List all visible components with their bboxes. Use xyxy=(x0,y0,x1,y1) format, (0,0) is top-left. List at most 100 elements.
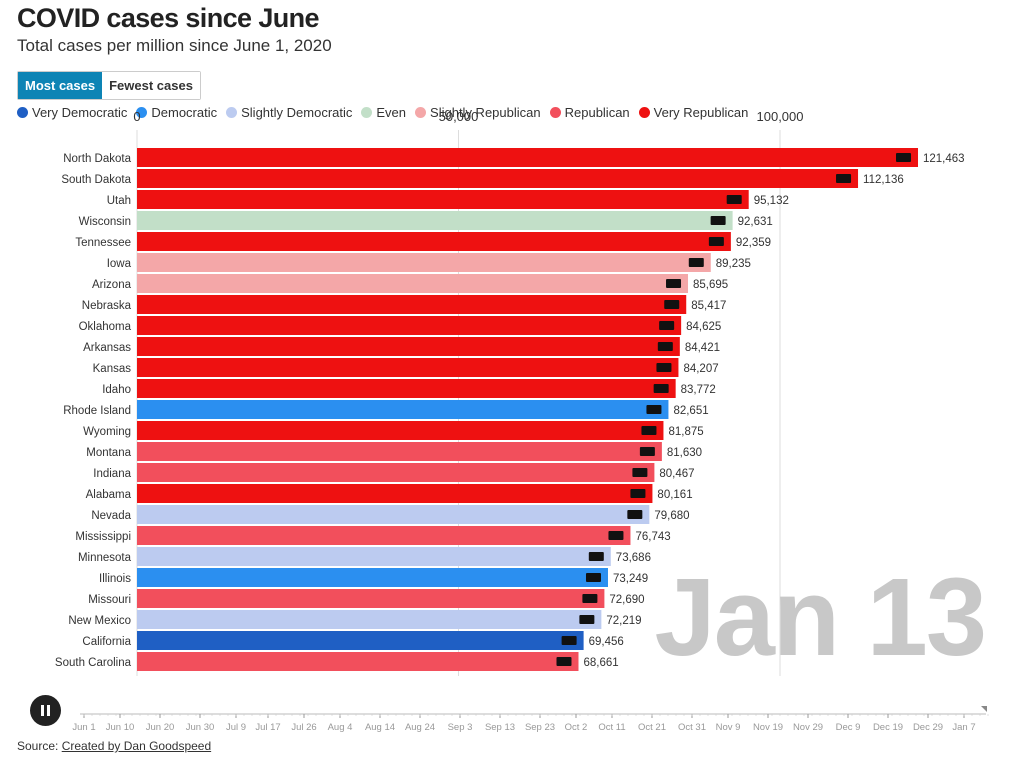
pause-icon xyxy=(41,705,44,716)
legend-swatch-icon xyxy=(415,107,427,118)
category-label: Tennessee xyxy=(75,237,131,249)
value-label: 84,421 xyxy=(685,342,720,354)
legend-label: Even xyxy=(376,105,407,120)
bar xyxy=(137,295,687,314)
timeline-tick-label: Nov 19 xyxy=(753,722,783,733)
value-label: 82,651 xyxy=(673,405,708,417)
legend-label: Slightly Democratic xyxy=(241,105,353,120)
legend-swatch-icon xyxy=(638,107,650,118)
category-label: Arizona xyxy=(92,279,132,291)
bar xyxy=(137,463,655,482)
source-link[interactable]: Created by Dan Goodspeed xyxy=(61,739,212,753)
state-shape-icon xyxy=(836,174,852,183)
state-shape-icon xyxy=(639,447,655,456)
bar xyxy=(137,211,733,230)
legend-item: Democratic xyxy=(136,105,217,120)
timeline-tick-label: Jan 7 xyxy=(952,722,975,733)
timeline-tick-label: Oct 21 xyxy=(638,722,666,733)
legend-label: Republican xyxy=(564,105,630,120)
category-label: South Dakota xyxy=(61,174,131,186)
value-label: 112,136 xyxy=(863,174,904,186)
bar xyxy=(137,253,711,272)
legend-item: Very Republican xyxy=(638,105,749,120)
bar xyxy=(137,568,608,587)
value-label: 121,463 xyxy=(923,153,965,165)
state-shape-icon xyxy=(646,405,662,414)
category-label: California xyxy=(82,636,131,648)
legend-swatch-icon xyxy=(226,107,238,118)
state-shape-icon xyxy=(556,657,572,666)
value-label: 81,630 xyxy=(667,447,702,459)
fewest-cases-button[interactable]: Fewest cases xyxy=(102,72,200,99)
bar xyxy=(137,148,919,167)
legend-label: Very Democratic xyxy=(32,105,128,120)
bar xyxy=(137,652,579,671)
category-label: Wyoming xyxy=(83,426,131,438)
value-label: 69,456 xyxy=(589,636,624,648)
timeline-tick-label: Oct 2 xyxy=(565,722,588,733)
legend-label: Slightly Republican xyxy=(430,105,541,120)
value-label: 85,417 xyxy=(691,300,726,312)
state-shape-icon xyxy=(585,573,601,582)
state-shape-icon xyxy=(641,426,657,435)
timeline-tick-label: Oct 11 xyxy=(598,722,625,733)
state-shape-icon xyxy=(688,258,704,267)
category-label: Kansas xyxy=(93,363,132,375)
bar xyxy=(137,190,749,209)
x-tick-label: 0 xyxy=(133,109,140,124)
page-subtitle: Total cases per million since June 1, 20… xyxy=(17,36,332,55)
page-title: COVID cases since June xyxy=(17,3,320,33)
bar xyxy=(137,442,662,461)
timeline-tick-label: Sep 13 xyxy=(485,722,515,733)
state-shape-icon xyxy=(582,594,598,603)
value-label: 79,680 xyxy=(654,510,689,522)
x-tick-label: 100,000 xyxy=(757,109,804,124)
category-label: Minnesota xyxy=(78,552,132,564)
value-label: 81,875 xyxy=(668,426,703,438)
state-shape-icon xyxy=(561,636,577,645)
value-label: 89,235 xyxy=(716,258,751,270)
bar xyxy=(137,610,602,629)
timeline-tick-label: Aug 4 xyxy=(328,722,353,733)
bar xyxy=(137,169,859,188)
legend-label: Very Republican xyxy=(653,105,749,120)
bar xyxy=(137,526,631,545)
state-shape-icon xyxy=(657,342,673,351)
value-label: 84,625 xyxy=(686,321,721,333)
bar xyxy=(137,505,650,524)
legend-swatch-icon xyxy=(361,107,373,118)
timeline-tick-label: Dec 29 xyxy=(913,722,943,733)
state-shape-icon xyxy=(579,615,595,624)
bar xyxy=(137,379,676,398)
timeline-tick-label: Jul 26 xyxy=(291,722,316,733)
most-cases-button[interactable]: Most cases xyxy=(18,72,103,99)
pause-button[interactable] xyxy=(30,695,61,726)
bar xyxy=(137,421,664,440)
category-label: Rhode Island xyxy=(63,405,131,417)
bar xyxy=(137,400,669,419)
legend-swatch-icon xyxy=(549,107,561,118)
category-label: Wisconsin xyxy=(79,216,131,228)
value-label: 72,690 xyxy=(609,594,644,606)
timeline-tick-label: Dec 9 xyxy=(836,722,861,733)
category-label: Oklahoma xyxy=(79,321,132,333)
bar xyxy=(137,631,584,650)
category-label: Utah xyxy=(107,195,131,207)
state-shape-icon xyxy=(896,153,912,162)
value-label: 92,359 xyxy=(736,237,771,249)
date-label: Jan 13 xyxy=(655,556,985,679)
bar xyxy=(137,547,611,566)
pause-icon-bar xyxy=(47,705,50,716)
timeline-tick-label: Jun 1 xyxy=(72,722,95,733)
legend-label: Democratic xyxy=(151,105,218,120)
bar xyxy=(137,484,653,503)
category-label: Nebraska xyxy=(82,300,132,312)
bar xyxy=(137,232,731,251)
timeline-tick-label: Dec 19 xyxy=(873,722,903,733)
source-prefix: Source: xyxy=(17,739,62,753)
value-label: 73,249 xyxy=(613,573,648,585)
category-label: Nevada xyxy=(91,510,131,522)
legend-swatch-icon xyxy=(136,107,148,118)
state-shape-icon xyxy=(588,552,604,561)
